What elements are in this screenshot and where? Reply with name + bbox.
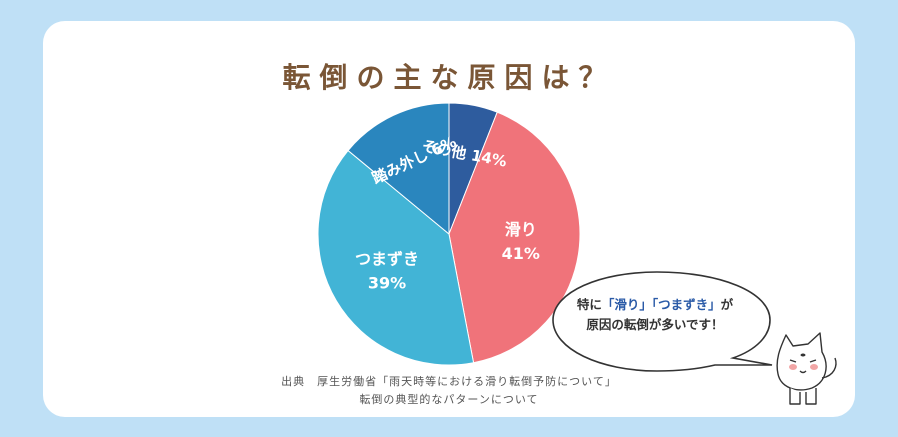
- source-line-2: 転倒の典型的なパターンについて: [359, 393, 539, 406]
- cat-mascot-icon: [776, 332, 837, 405]
- pie-label-2: つまずき 39%: [355, 250, 419, 293]
- bubble-line-1: 特に「滑り」「つまずき」が: [565, 295, 745, 315]
- chart-title: 転倒の主な原因は？: [282, 61, 616, 94]
- source-line-1: 出典 厚生労働省「雨天時等における滑り転倒予防について」: [281, 375, 617, 388]
- bubble-line-2: 原因の転倒が多いです！: [586, 317, 724, 332]
- bubble-suffix: が: [720, 297, 734, 312]
- bubble-highlight-trip: 「つまずき」: [651, 297, 721, 312]
- pie-slice-2: [317, 149, 475, 366]
- speech-bubble: [552, 271, 773, 372]
- bubble-prefix: 特に: [576, 297, 602, 312]
- pie-slice-3: [347, 102, 450, 236]
- pie-label-1: 滑り 41%: [502, 220, 540, 263]
- bubble-message: 特に「滑り」「つまずき」が 原因の転倒が多いです！: [565, 295, 745, 335]
- bubble-highlight-slip: 「滑り」: [601, 297, 652, 312]
- pie-slice-1: [448, 111, 581, 364]
